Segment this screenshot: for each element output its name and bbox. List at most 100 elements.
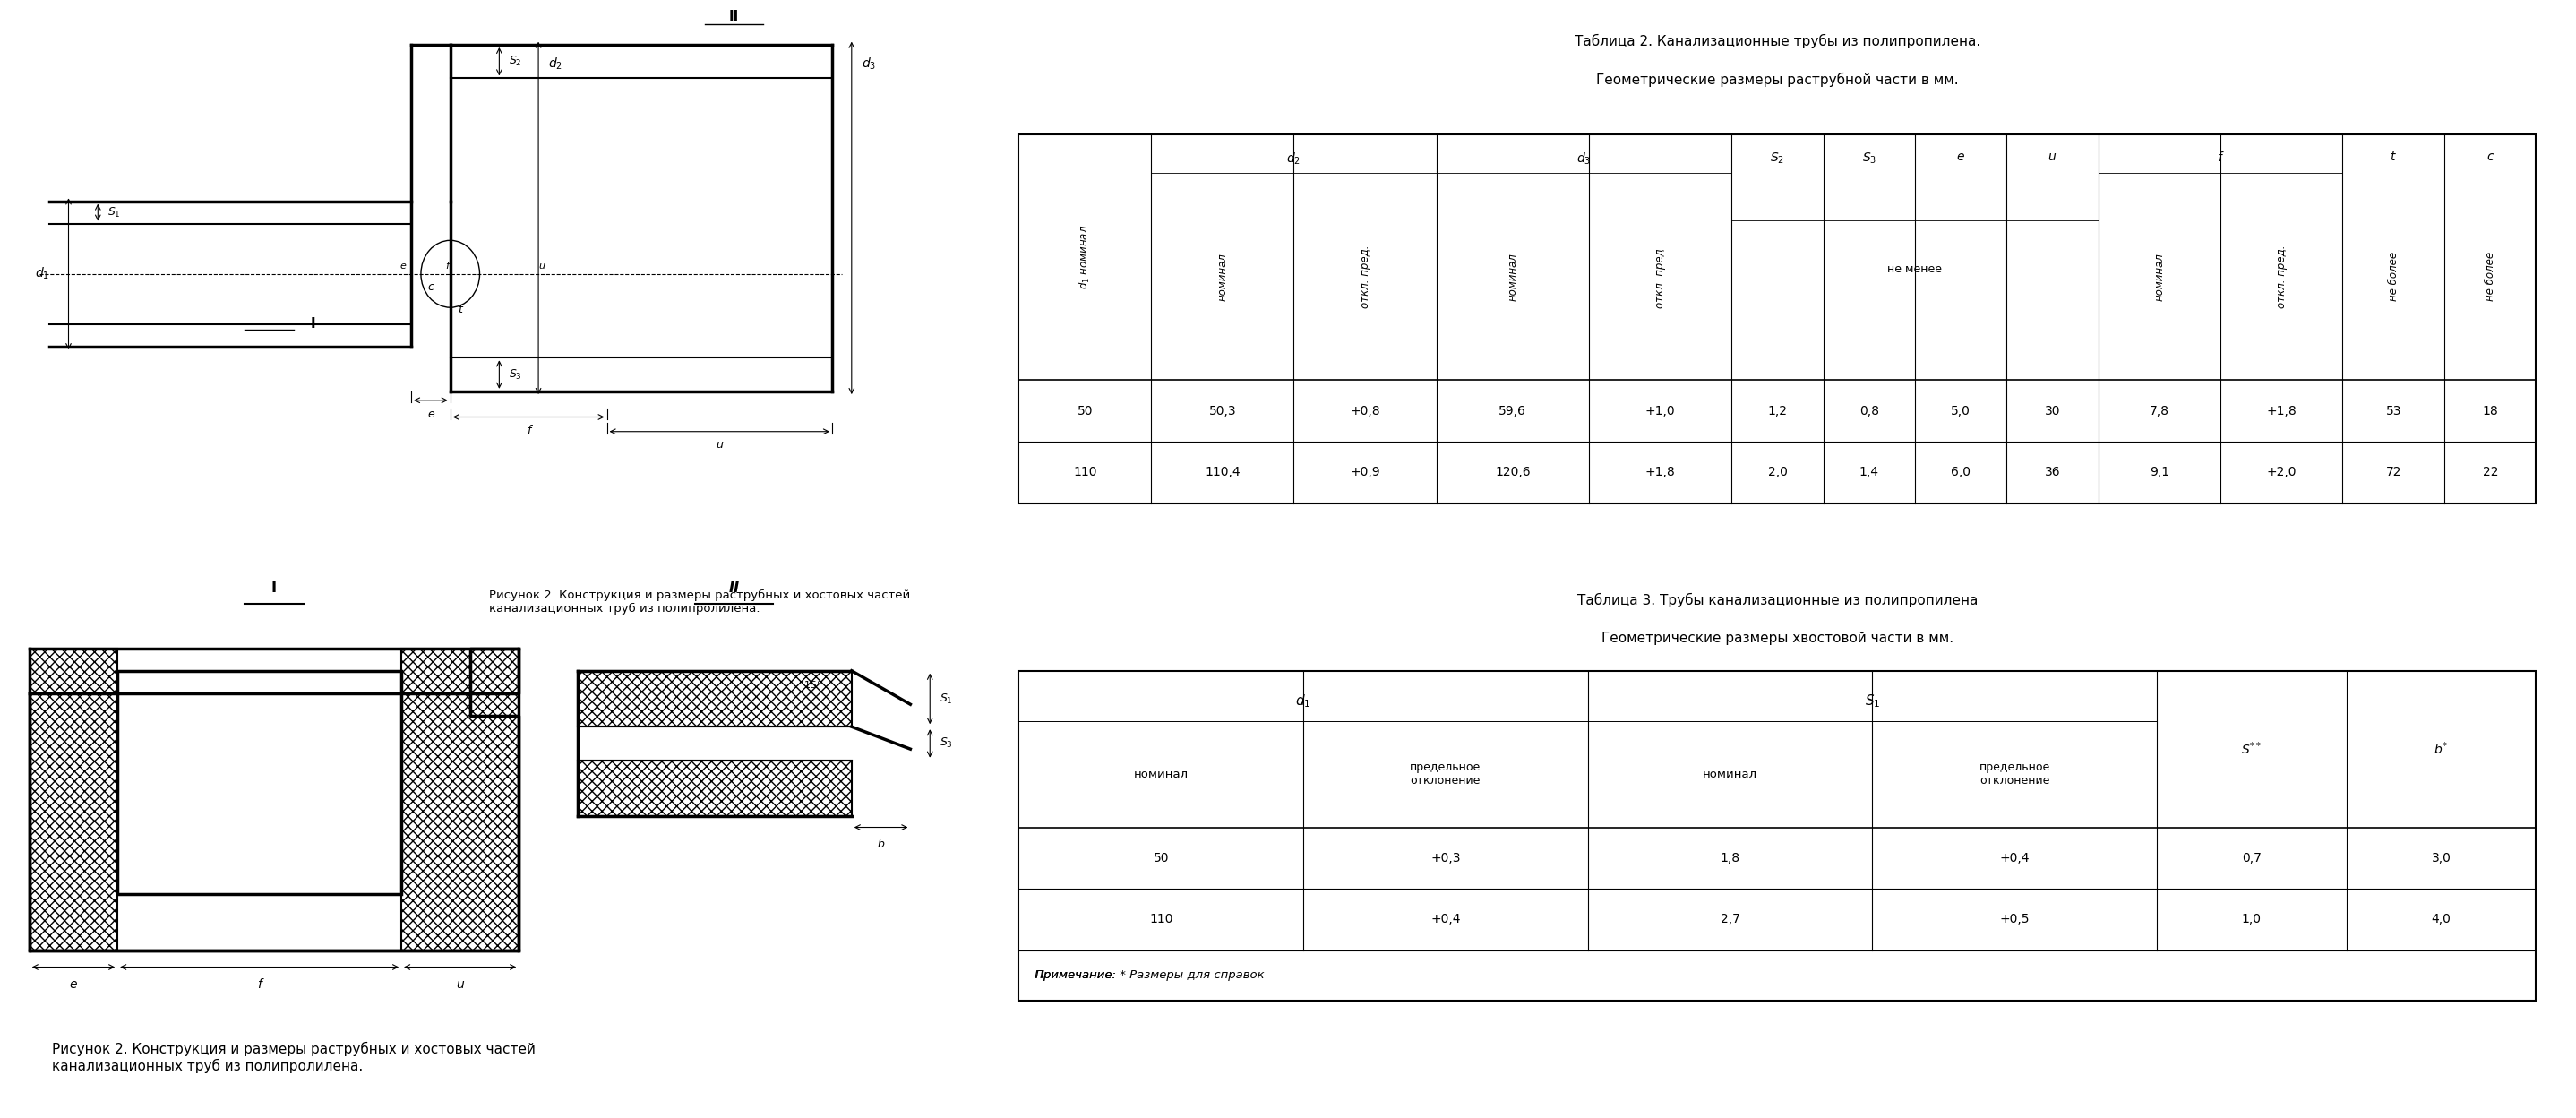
Text: не менее: не менее — [1888, 264, 1942, 275]
Text: откл. пред.: откл. пред. — [1360, 245, 1370, 309]
Text: t: t — [459, 304, 461, 315]
Text: $e$: $e$ — [1955, 151, 1965, 163]
Text: +1,8: +1,8 — [2267, 405, 2298, 417]
Text: $S_2$: $S_2$ — [510, 55, 523, 68]
Text: II: II — [729, 10, 739, 23]
Text: b: b — [878, 838, 884, 850]
Text: $d_2$: $d_2$ — [549, 56, 562, 72]
Text: $f$: $f$ — [2215, 151, 2223, 164]
Text: $S_1$: $S_1$ — [940, 692, 953, 705]
Text: 120,6: 120,6 — [1494, 466, 1530, 479]
Text: 6,0: 6,0 — [1950, 466, 1971, 479]
Text: не более: не более — [2483, 252, 2496, 302]
Text: +1,0: +1,0 — [1646, 405, 1674, 417]
Bar — [1020, 671, 2537, 1001]
Text: $d_3$: $d_3$ — [860, 56, 876, 72]
Bar — [577, 671, 853, 727]
Text: 1,0: 1,0 — [2241, 913, 2262, 926]
Text: $S^{**}$: $S^{**}$ — [2241, 741, 2262, 757]
Text: $d_2$: $d_2$ — [1285, 151, 1301, 167]
Text: 2,7: 2,7 — [1721, 913, 1739, 926]
Text: $t$: $t$ — [2391, 151, 2398, 163]
Text: 1,2: 1,2 — [1767, 405, 1788, 417]
Bar — [28, 693, 118, 950]
Text: +1,8: +1,8 — [1646, 466, 1674, 479]
Bar — [28, 648, 118, 693]
Text: Геометрические размеры раструбной части в мм.: Геометрические размеры раструбной части … — [1597, 73, 1958, 87]
Text: Геометрические размеры хвостовой части в мм.: Геометрические размеры хвостовой части в… — [1602, 632, 1953, 645]
Text: Рисунок 2. Конструкция и размеры раструбных и хостовых частей
канализационных тр: Рисунок 2. Конструкция и размеры раструб… — [52, 1042, 536, 1073]
Text: 110,4: 110,4 — [1206, 466, 1239, 479]
Text: $15°$: $15°$ — [804, 679, 822, 690]
Text: 9,1: 9,1 — [2148, 466, 2169, 479]
Text: номинал: номинал — [1216, 253, 1229, 301]
Text: Таблица 3. Трубы канализационные из полипропилена: Таблица 3. Трубы канализационные из поли… — [1577, 593, 1978, 607]
Text: 110: 110 — [1074, 466, 1097, 479]
Text: 2,0: 2,0 — [1767, 466, 1788, 479]
Text: $S_3$: $S_3$ — [510, 368, 523, 381]
Text: +0,4: +0,4 — [1430, 913, 1461, 926]
Text: e: e — [428, 408, 435, 419]
Text: u: u — [456, 978, 464, 991]
Text: 0,8: 0,8 — [1860, 405, 1878, 417]
Text: $d_1$ номинал: $d_1$ номинал — [1077, 225, 1092, 290]
Text: 3,0: 3,0 — [2432, 852, 2450, 864]
Text: откл. пред.: откл. пред. — [2275, 245, 2287, 309]
Text: предельное
отклонение: предельное отклонение — [1978, 761, 2050, 787]
Text: 4,0: 4,0 — [2432, 913, 2450, 926]
Text: 30: 30 — [2045, 405, 2061, 417]
Text: Примечание:: Примечание: — [1036, 969, 1115, 982]
Text: 59,6: 59,6 — [1499, 405, 1528, 417]
Text: II: II — [729, 580, 739, 596]
Text: u: u — [716, 439, 724, 451]
Text: $d_1$: $d_1$ — [33, 266, 49, 282]
Text: c: c — [428, 282, 433, 293]
Text: f: f — [258, 978, 263, 991]
Text: 1,4: 1,4 — [1860, 466, 1878, 479]
Text: f: f — [446, 262, 448, 271]
Text: u: u — [538, 262, 544, 271]
Text: $S_3$: $S_3$ — [940, 737, 953, 750]
Text: 53: 53 — [2385, 405, 2401, 417]
Bar — [402, 693, 518, 950]
Text: 50: 50 — [1077, 405, 1092, 417]
Text: e: e — [399, 262, 407, 271]
Text: 50,3: 50,3 — [1208, 405, 1236, 417]
Text: I: I — [270, 580, 276, 596]
Bar — [1020, 134, 2537, 503]
Text: I: I — [312, 318, 317, 331]
Text: 18: 18 — [2483, 405, 2499, 417]
Text: +0,9: +0,9 — [1350, 466, 1381, 479]
Text: e: e — [70, 978, 77, 991]
Text: 110: 110 — [1149, 913, 1172, 926]
Text: номинал: номинал — [1507, 253, 1517, 301]
Bar — [402, 648, 518, 693]
Text: номинал: номинал — [2154, 253, 2164, 301]
Text: $S_1$: $S_1$ — [1865, 693, 1880, 710]
Text: откл. пред.: откл. пред. — [1654, 245, 1667, 309]
Text: 1,8: 1,8 — [1721, 852, 1739, 864]
Text: 50: 50 — [1154, 852, 1170, 864]
Text: 72: 72 — [2385, 466, 2401, 479]
Text: номинал: номинал — [1703, 768, 1757, 780]
Text: $b^{*}$: $b^{*}$ — [2434, 741, 2450, 757]
Text: +0,5: +0,5 — [1999, 913, 2030, 926]
Text: +2,0: +2,0 — [2267, 466, 2295, 479]
Text: номинал: номинал — [1133, 768, 1188, 780]
Text: предельное
отклонение: предельное отклонение — [1409, 761, 1481, 787]
Text: f: f — [526, 425, 531, 436]
Text: Таблица 2. Канализационные трубы из полипропилена.: Таблица 2. Канализационные трубы из поли… — [1574, 34, 1981, 48]
Text: $c$: $c$ — [2486, 151, 2494, 163]
Text: $S_2$: $S_2$ — [1770, 151, 1785, 165]
Bar — [118, 671, 402, 894]
Text: 36: 36 — [2045, 466, 2061, 479]
Text: $u$: $u$ — [2048, 151, 2056, 163]
Text: $S_3$: $S_3$ — [1862, 151, 1875, 165]
Text: 5,0: 5,0 — [1950, 405, 1971, 417]
Text: $S_1$: $S_1$ — [108, 206, 121, 219]
Bar — [577, 760, 853, 816]
Text: +0,8: +0,8 — [1350, 405, 1381, 417]
Text: Примечание: * Размеры для справок: Примечание: * Размеры для справок — [1036, 969, 1265, 982]
Text: 22: 22 — [2483, 466, 2499, 479]
Text: +0,4: +0,4 — [1999, 852, 2030, 864]
